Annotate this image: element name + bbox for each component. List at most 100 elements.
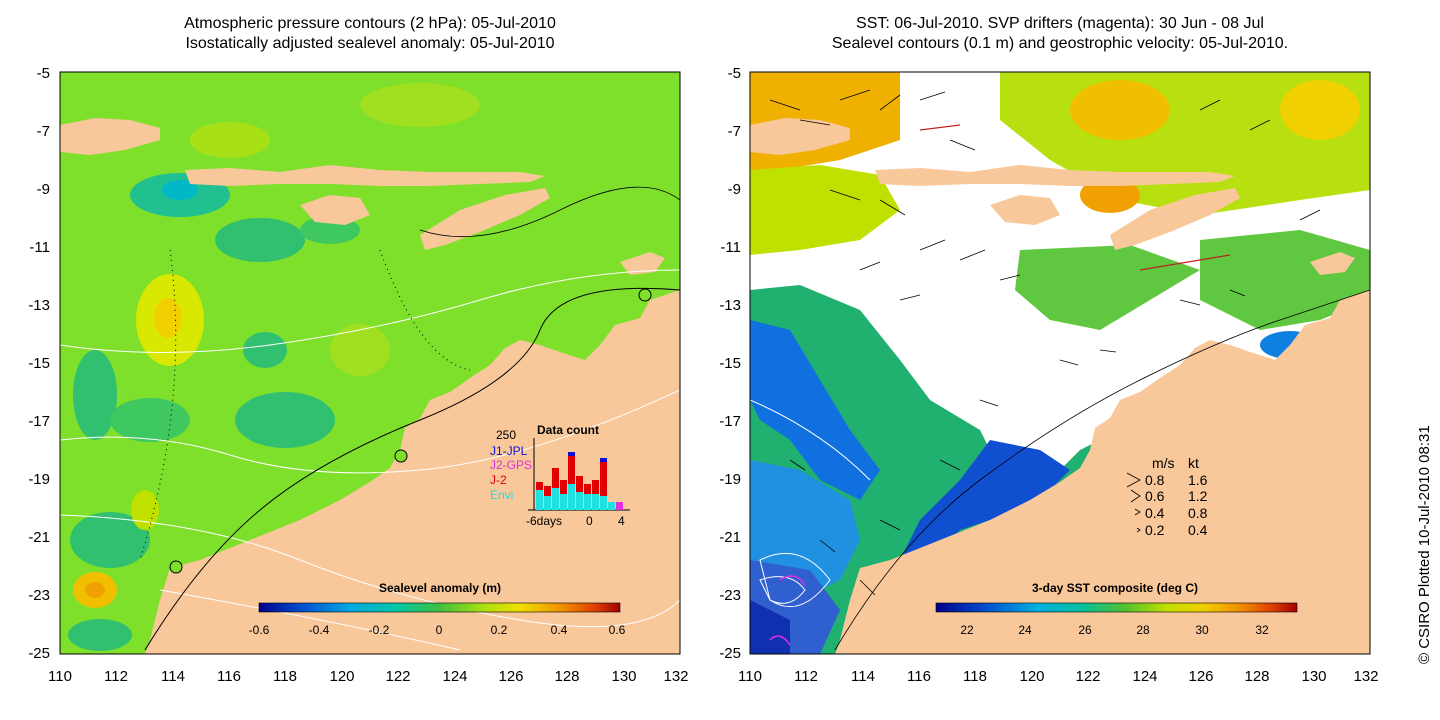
inset-legend-j2gps: J2-GPS: [490, 458, 532, 472]
left-colorbar-tick: -0.4: [309, 623, 330, 637]
x-tick-label: 122: [385, 668, 410, 685]
sst-patch: [1015, 245, 1200, 330]
sst-patch: [750, 600, 790, 654]
left-colorbar-tick: 0: [436, 623, 443, 637]
y-tick-label: -25: [28, 645, 50, 662]
anomaly-blob: [162, 180, 198, 200]
x-tick-label: 118: [963, 668, 987, 685]
inset-bar: [544, 486, 551, 496]
lesser-sunda-islands: [875, 165, 1235, 186]
inset-bar: [568, 484, 575, 510]
tide-gauge-marker: [394, 449, 408, 463]
pressure-contour: [159, 589, 461, 651]
left-map-title: Atmospheric pressure contours (2 hPa): 0…: [60, 14, 680, 54]
y-tick-label: -21: [28, 529, 50, 546]
inset-bar: [536, 490, 543, 510]
drifter-track: [779, 575, 806, 586]
inset-bar: [544, 496, 551, 510]
pressure-contour: [60, 514, 680, 628]
anomaly-blob: [70, 512, 150, 568]
right-y-axis: -5 -7 -9 -11 -13 -15 -17 -19 -21 -23 -25: [719, 65, 741, 662]
sealevel-contour: [759, 576, 806, 604]
y-tick-label: -5: [728, 65, 741, 82]
inset-bar: [568, 456, 575, 484]
isobath-contour: [419, 186, 680, 238]
java-island: [60, 118, 160, 155]
sst-patch: [750, 165, 900, 255]
drifter-track: [1139, 254, 1231, 271]
sumba-island: [990, 195, 1060, 225]
x-tick-label: 126: [1188, 668, 1213, 685]
isobath-contour: [144, 287, 680, 651]
velocity-vector: [1249, 119, 1271, 131]
velocity-vector: [769, 99, 801, 111]
x-tick-label: 128: [554, 668, 579, 685]
y-tick-label: -23: [28, 587, 50, 604]
velocity-vector: [1299, 209, 1321, 221]
x-tick-label: 112: [794, 668, 818, 685]
lesser-sunda-islands: [185, 165, 545, 186]
y-tick-label: -15: [28, 355, 50, 372]
y-tick-label: -19: [28, 471, 50, 488]
isobath-contour: [834, 289, 1370, 651]
tide-gauge-marker: [638, 288, 652, 302]
left-map: 250 Data count J1-JPL J2-GPS J-2 Envi -6…: [28, 65, 688, 685]
velocity-vector: [799, 119, 831, 126]
velocity-vector: [1229, 289, 1246, 297]
velocity-vector: [919, 91, 946, 101]
left-colorbar-gradient: [258, 602, 621, 613]
right-map-title: SST: 06-Jul-2010. SVP drifters (magenta)…: [750, 14, 1370, 54]
speed-legend: m/s kt 0.8 1.6 0.6 1.2 0.4 0.8 0.2 0.4: [1126, 455, 1208, 538]
velocity-vector: [899, 294, 921, 301]
speed-legend-arrow: [1126, 472, 1141, 488]
speed-value-ms: 0.6: [1145, 488, 1165, 504]
inset-bar: [560, 480, 567, 494]
velocity-vector: [949, 139, 976, 151]
speed-legend-header-ms: m/s: [1152, 455, 1175, 471]
anomaly-blob: [190, 122, 270, 158]
right-title-line2: Sealevel contours (0.1 m) and geostrophi…: [831, 35, 1289, 52]
inset-bar: [608, 502, 615, 510]
inset-bar: [576, 476, 583, 492]
x-tick-label: 124: [1132, 668, 1157, 685]
y-tick-label: -23: [719, 587, 741, 604]
y-tick-label: -11: [29, 239, 50, 256]
anomaly-blob: [73, 350, 117, 440]
right-colorbar-label: 3-day SST composite (deg C): [1032, 581, 1198, 595]
velocity-vector: [879, 519, 901, 531]
y-tick-label: -13: [719, 297, 741, 314]
y-tick-label: -19: [719, 471, 741, 488]
x-tick-label: 132: [1353, 668, 1378, 685]
velocity-vector: [1099, 349, 1117, 353]
speed-legend-header-kt: kt: [1188, 455, 1199, 471]
y-tick-label: -9: [37, 181, 50, 198]
csiro-plot-credit: © CSIRO Plotted 10-Jul-2010 08:31: [1416, 425, 1433, 664]
anomaly-blob: [330, 324, 390, 376]
inset-x-tick: 0: [586, 514, 593, 528]
velocity-vector: [939, 459, 961, 471]
sumba-island: [300, 195, 370, 225]
x-tick-label: 124: [442, 668, 467, 685]
inset-bars: [536, 452, 623, 510]
aru-island: [620, 252, 665, 275]
inset-title: Data count: [537, 423, 599, 437]
drifter-track: [769, 635, 791, 646]
x-tick-label: 132: [663, 668, 688, 685]
y-tick-label: -7: [37, 123, 50, 140]
inset-x-tick: -6days: [526, 514, 562, 528]
velocity-vector: [999, 274, 1021, 281]
right-colorbar-tick: 28: [1136, 623, 1150, 637]
right-x-axis: 110 112 114 116 118 120 122 124 126 128 …: [738, 668, 1378, 685]
speed-value-ms: 0.2: [1145, 522, 1165, 538]
anomaly-blob: [68, 619, 132, 651]
speed-legend-arrow: [1134, 508, 1141, 516]
timor-island: [1110, 188, 1240, 250]
x-tick-label: 122: [1075, 668, 1100, 685]
left-colorbar-tick: 0.6: [609, 623, 626, 637]
left-map-frame: [59, 71, 681, 655]
anomaly-blob: [110, 398, 190, 442]
sealevel-contour: [759, 552, 831, 608]
speed-value-kt: 1.6: [1188, 472, 1208, 488]
velocity-vector: [1179, 299, 1201, 306]
